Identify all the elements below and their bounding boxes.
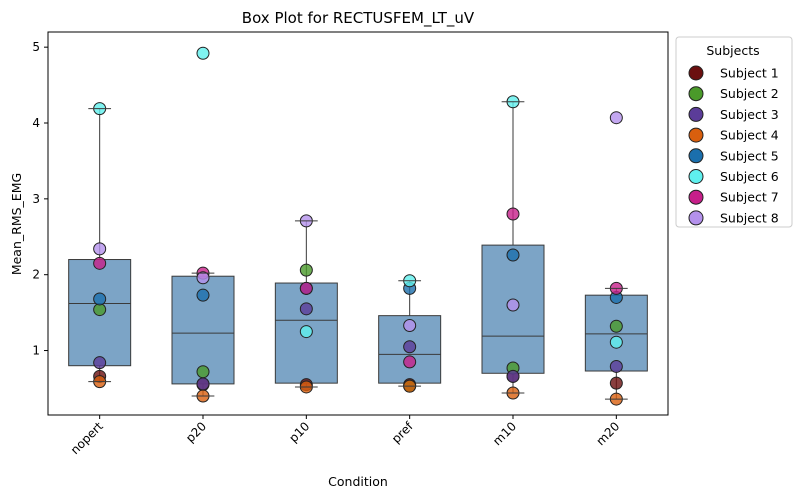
x-tick-label: m20 bbox=[593, 419, 622, 448]
legend-label: Subject 5 bbox=[720, 148, 779, 163]
legend-title: Subjects bbox=[706, 43, 759, 58]
legend-label: Subject 6 bbox=[720, 169, 779, 184]
x-tick-label: nopert bbox=[68, 419, 106, 457]
chart-title: Box Plot for RECTUSFEM_LT_uV bbox=[242, 9, 475, 28]
data-point bbox=[403, 319, 417, 333]
legend-marker bbox=[688, 86, 704, 102]
data-point bbox=[403, 355, 417, 369]
legend-marker bbox=[688, 65, 704, 81]
data-point bbox=[93, 292, 107, 306]
legend-marker bbox=[688, 189, 704, 205]
data-point bbox=[609, 359, 623, 373]
data-point bbox=[506, 369, 520, 383]
data-point bbox=[506, 248, 520, 262]
legend: Subjects Subject 1 Subject 2 Subject 3 Subj… bbox=[675, 36, 793, 228]
data-point bbox=[93, 356, 107, 370]
legend-label: Subject 8 bbox=[720, 210, 779, 225]
box-m10 bbox=[481, 101, 545, 394]
legend-marker bbox=[688, 210, 704, 226]
data-point bbox=[93, 242, 107, 256]
data-point bbox=[196, 288, 210, 302]
data-point bbox=[93, 256, 107, 270]
legend-marker bbox=[688, 127, 704, 143]
x-tick-label: p20 bbox=[183, 419, 209, 445]
legend-label: Subject 2 bbox=[720, 86, 779, 101]
data-point bbox=[299, 302, 313, 316]
legend-label: Subject 1 bbox=[720, 66, 779, 81]
y-tick-label: 5 bbox=[32, 40, 40, 54]
x-tick-label: p10 bbox=[286, 419, 312, 445]
x-tick-label: m10 bbox=[490, 419, 519, 448]
data-point bbox=[196, 365, 210, 379]
box-pref bbox=[378, 280, 442, 387]
legend-label: Subject 3 bbox=[720, 107, 779, 122]
legend-marker bbox=[688, 169, 704, 184]
data-point bbox=[403, 340, 417, 354]
data-point bbox=[196, 377, 210, 391]
data-point bbox=[609, 111, 623, 125]
y-tick-label: 3 bbox=[32, 192, 40, 206]
data-point bbox=[609, 319, 623, 333]
data-point bbox=[299, 325, 313, 339]
legend-label: Subject 7 bbox=[720, 190, 779, 205]
data-point bbox=[506, 298, 520, 312]
y-axis-label: Mean_RMS_EMG bbox=[9, 173, 24, 275]
legend-frame bbox=[675, 36, 793, 228]
box-body bbox=[584, 294, 648, 372]
data-point bbox=[609, 335, 623, 349]
y-tick-label: 4 bbox=[32, 116, 40, 130]
y-tick-label: 1 bbox=[32, 344, 40, 358]
legend-marker bbox=[688, 148, 704, 164]
plot-area: 1 2 3 4 5 nopert p20 p10 pref m10 m20 bbox=[32, 31, 669, 457]
data-point bbox=[299, 281, 313, 295]
x-tick-label: pref bbox=[389, 419, 416, 446]
x-axis-label: Condition bbox=[328, 474, 388, 489]
data-point bbox=[196, 46, 210, 60]
data-point bbox=[299, 263, 313, 277]
series-subject-3 bbox=[93, 302, 623, 391]
series-subject-7 bbox=[93, 207, 623, 369]
plot-frame bbox=[47, 31, 669, 416]
data-point bbox=[506, 207, 520, 221]
legend-label: Subject 4 bbox=[720, 128, 779, 143]
y-tick-label: 2 bbox=[32, 268, 40, 282]
data-point bbox=[609, 376, 623, 390]
legend-marker bbox=[688, 106, 704, 122]
data-point bbox=[196, 271, 210, 285]
